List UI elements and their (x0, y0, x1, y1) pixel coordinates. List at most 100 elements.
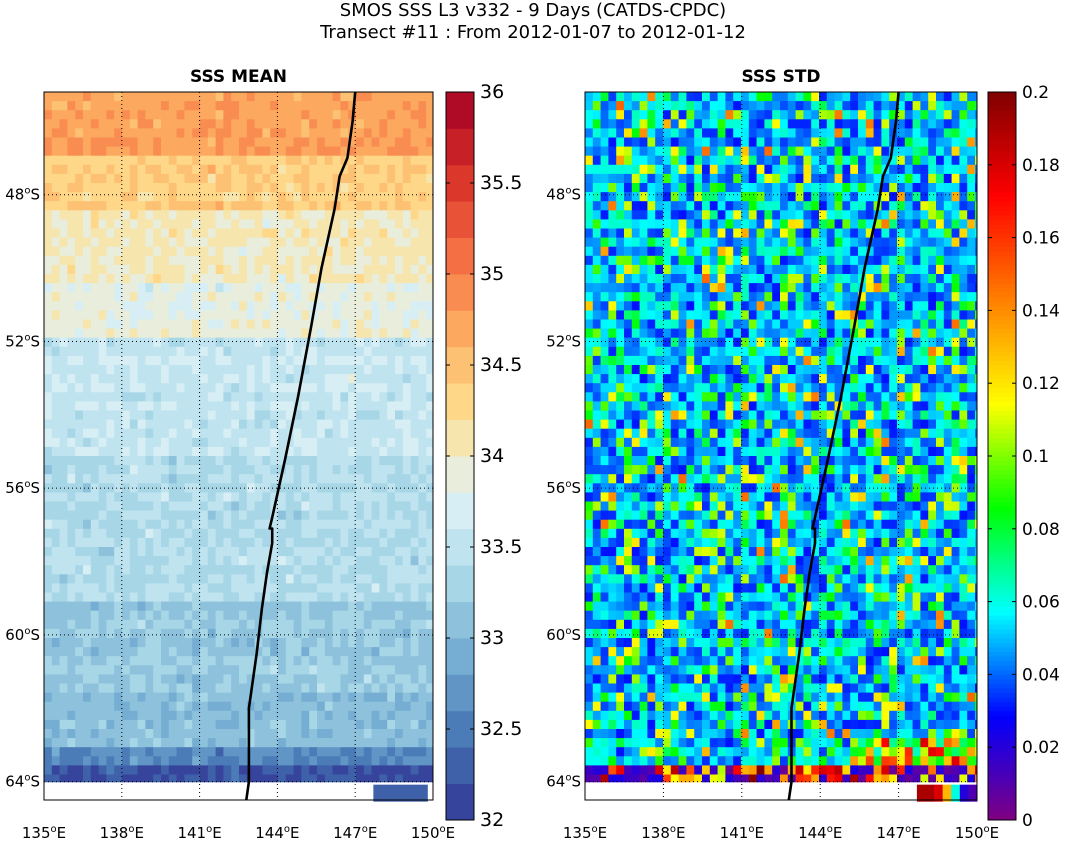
heatmap-cell (90, 729, 100, 739)
heatmap-cell (402, 765, 412, 776)
heatmap-cell (402, 346, 412, 357)
heatmap-cell (387, 392, 396, 402)
heatmap-cell (278, 710, 287, 721)
heatmap-cell (137, 556, 146, 566)
heatmap-cell (207, 738, 217, 748)
heatmap-cell (207, 610, 217, 621)
heatmap-cell (278, 283, 287, 293)
heatmap-cell (59, 710, 68, 721)
heatmap-cell (184, 774, 193, 783)
heatmap-cell (293, 228, 302, 239)
heatmap-cell (153, 401, 162, 412)
heatmap-cell (285, 292, 295, 302)
heatmap-cell (192, 383, 201, 393)
heatmap-cell (387, 237, 396, 248)
heatmap-cell (137, 774, 146, 783)
heatmap-cell (324, 601, 334, 612)
heatmap-cell (340, 192, 349, 202)
heatmap-cell (90, 246, 100, 257)
heatmap-cell (324, 428, 334, 439)
heatmap-cell (418, 510, 427, 521)
heatmap-cell (254, 365, 263, 375)
heatmap-cell (309, 337, 318, 348)
heatmap-cell (137, 537, 146, 548)
heatmap-cell (717, 155, 726, 166)
heatmap-cell (631, 237, 641, 248)
heatmap-cell (356, 128, 365, 139)
heatmap-cell (161, 701, 170, 712)
heatmap-cell (418, 137, 427, 148)
heatmap-cell (122, 519, 131, 530)
heatmap-cell (161, 674, 170, 685)
heatmap-cell (145, 237, 154, 248)
heatmap-cell (363, 674, 373, 685)
heatmap-cell (122, 619, 131, 630)
heatmap-cell (678, 137, 687, 148)
heatmap-cell (592, 137, 602, 148)
heatmap-cell (176, 110, 185, 120)
heatmap-cell (647, 128, 656, 139)
heatmap-cell (395, 437, 404, 448)
heatmap-cell (624, 201, 633, 211)
heatmap-cell (44, 565, 53, 575)
heatmap-cell (44, 738, 53, 748)
heatmap-cell (379, 774, 388, 783)
heatmap-cell (686, 219, 695, 230)
heatmap-cell (655, 137, 664, 148)
heatmap-cell (694, 110, 703, 120)
heatmap-cell (262, 128, 271, 139)
heatmap-cell (865, 101, 875, 111)
heatmap-cell (285, 710, 295, 721)
heatmap-cell (83, 146, 92, 157)
heatmap-cell (725, 237, 734, 248)
heatmap-cell (772, 219, 781, 230)
heatmap-cell (379, 583, 388, 594)
heatmap-cell (309, 656, 318, 666)
heatmap-cell (184, 710, 193, 721)
heatmap-cell (340, 537, 349, 548)
heatmap-cell (395, 201, 404, 211)
heatmap-cell (301, 519, 310, 530)
heatmap-cell (387, 519, 396, 530)
heatmap-cell (83, 228, 92, 239)
heatmap-cell (850, 101, 859, 111)
heatmap-cell (402, 674, 412, 685)
heatmap-cell (83, 128, 92, 139)
heatmap-cell (207, 128, 217, 139)
heatmap-cell (363, 192, 373, 202)
heatmap-cell (207, 492, 217, 503)
heatmap-cell (332, 647, 341, 657)
colorbar-band (446, 710, 474, 748)
heatmap-cell (75, 246, 84, 257)
heatmap-cell (379, 729, 388, 739)
heatmap-cell (129, 292, 139, 302)
heatmap-cell (395, 583, 404, 594)
heatmap-cell (51, 255, 61, 266)
heatmap-cell (293, 556, 302, 566)
heatmap-cell (246, 446, 256, 457)
heatmap-cell (850, 173, 859, 184)
heatmap-cell (192, 365, 201, 375)
heatmap-cell (223, 164, 232, 175)
heatmap-cell (387, 601, 396, 612)
heatmap-cell (239, 374, 248, 384)
heatmap-cell (223, 410, 232, 421)
heatmap-cell (616, 201, 625, 211)
heatmap-cell (59, 647, 68, 657)
heatmap-cell (98, 537, 107, 548)
heatmap-cell (75, 337, 84, 348)
heatmap-cell (850, 137, 859, 148)
heatmap-cell (246, 337, 256, 348)
heatmap-cell (309, 383, 318, 393)
heatmap-cell (741, 110, 750, 120)
heatmap-cell (324, 201, 334, 211)
heatmap-cell (873, 192, 882, 202)
heatmap-cell (410, 738, 419, 748)
heatmap-cell (270, 456, 279, 466)
heatmap-cell (51, 729, 61, 739)
heatmap-cell (83, 474, 92, 484)
heatmap-cell (787, 219, 797, 230)
heatmap-cell (332, 146, 341, 157)
heatmap-cell (184, 119, 193, 129)
heatmap-cell (936, 192, 945, 202)
